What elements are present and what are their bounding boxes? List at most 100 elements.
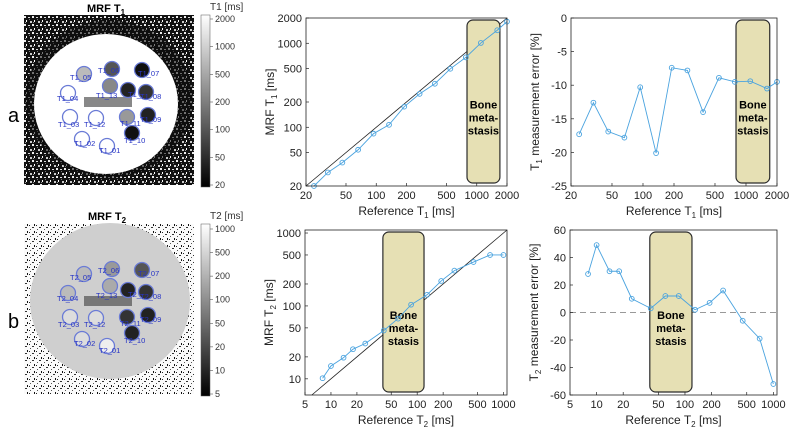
vial-label: T2_10 [124,336,145,345]
x-tick-label: 1000 [465,190,489,202]
vial-marker [103,60,121,78]
map-b: MRF T2 T2_05T2_06T2_07T2_04T2_13T2_14T2_… [24,211,244,399]
x-tick-label: 500 [468,399,486,411]
bone-metastasis-label: stasis [388,336,419,348]
bone-metastasis-label: meta- [469,113,499,125]
data-point [355,146,361,153]
colorbar-tick-label: 20 [215,342,225,352]
x-tick-label: 500 [706,190,724,202]
x-axis-label: Reference T1 [ms] [358,204,454,220]
vial-marker [61,308,79,326]
data-point [692,306,698,313]
data-point [616,268,623,275]
data-point [653,150,659,156]
data-point [675,293,682,299]
data-point [756,335,763,342]
x-tick-label: 200 [665,190,683,202]
data-point [325,169,331,176]
x-axis-label: Reference T2 [ms] [625,413,721,429]
vial-label: T1_05 [70,73,91,82]
data-point [432,80,438,87]
bone-metastasis-region [649,231,693,393]
vial-marker [103,260,121,278]
vial-marker [73,130,91,148]
x-tick-label: 50 [652,399,664,411]
vial-marker [59,84,77,102]
x-tick-label: 1000 [491,399,515,411]
y-tick-label: 40 [554,253,566,265]
data-point [339,159,346,166]
data-point [716,74,722,81]
colorbar-tick-label: 1000 [215,42,235,52]
vial-marker [139,306,157,324]
data-point [621,134,628,141]
vial-label: T2_05 [70,273,91,282]
colorbar-tick-label: 20 [215,180,225,190]
x-tick-label: 10 [325,399,337,411]
x-tick-label: 20 [565,190,577,202]
x-axis-label: Reference T1 [ms] [626,204,722,220]
x-tick-label: 50 [606,190,618,202]
data-point [593,242,600,248]
data-point [424,291,430,298]
data-point [706,300,713,306]
colorbar-b-title: T2 [ms] [210,211,244,222]
x-tick-label: 50 [340,190,352,202]
vial-label: T1_04 [57,94,78,103]
y-tick-label: 1000 [277,228,301,240]
y-tick-label: 500 [283,250,301,262]
vial-marker [75,265,93,283]
y-tick-label: 10 [289,374,301,386]
vial-label: T1_06 [98,66,119,75]
row-label-a: a [8,105,20,127]
x-tick-label: 20 [617,399,629,411]
vial-label: T1_12 [84,120,105,129]
data-point [747,78,754,85]
data-point [487,252,493,258]
x-tick-label: 100 [634,190,652,202]
data-point [668,64,675,71]
map-a-vials: T1_05T1_06T1_07T1_04T1_13T1_14T1_08T1_03… [57,60,161,155]
bone-metastasis-region [382,231,425,393]
data-point [451,267,458,274]
data-point [478,40,484,46]
vial-marker [98,137,116,155]
colorbar-tick-label: 10 [215,365,225,375]
vial-marker [118,308,136,326]
colorbar-tick-label: 500 [215,69,230,79]
y-tick-label: -20 [551,147,567,159]
data-point [739,317,746,324]
bone-metastasis-label: Bone [390,310,418,322]
colorbar-a-ticks: 2000 1000 500 200 100 50 20 [210,14,235,190]
y-tick-label: -40 [550,363,566,375]
vial-marker [101,277,119,295]
y-tick-label: 100 [283,301,301,313]
bone-metastasis-label: stasis [468,126,499,138]
bone-metastasis-label: Bone [657,310,685,322]
map-a: MRF T1 T1_05T1_06T1_07T1_04T1_13T1_14T1_… [24,2,244,190]
x-tick-label: 5 [567,399,573,411]
y-tick-label: -25 [551,181,567,193]
data-point [401,103,408,110]
data-point [395,315,401,322]
vial-marker [87,309,105,327]
y-axis-label: MRF T2 [ms] [262,279,278,346]
bone-metastasis-region [466,19,501,184]
vial-marker [59,284,77,302]
vial-marker [133,261,151,279]
colorbar-tick-label: 100 [215,125,230,135]
data-point [500,252,507,258]
data-point [700,109,706,115]
plot-frame [304,229,508,396]
data-point [605,128,612,135]
y-tick-label: -15 [551,114,567,126]
data-point [319,375,326,382]
vial-marker [119,281,137,299]
x-tick-label: 10 [590,399,602,411]
vial-label: T2_06 [98,266,119,275]
vial-marker [137,83,155,101]
